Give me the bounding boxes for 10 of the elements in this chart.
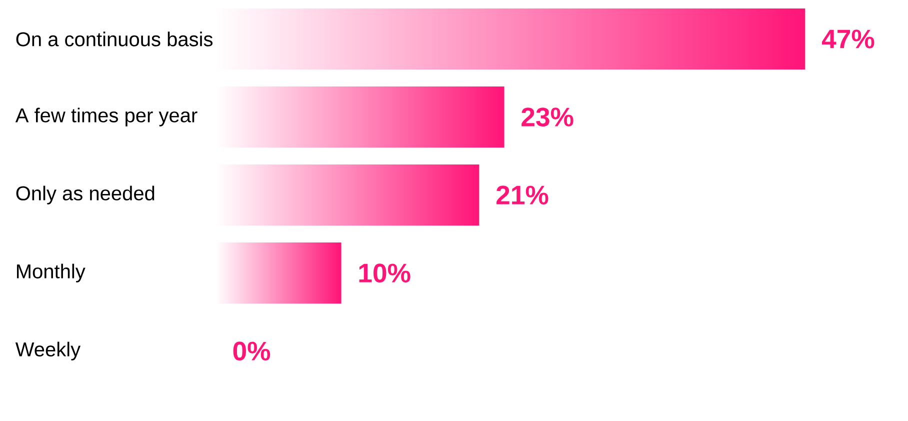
data-label: 0% xyxy=(233,342,270,360)
y-tick-label: Only as needed xyxy=(16,186,154,204)
data-label: 10% xyxy=(359,263,410,282)
y-tick-label: On a continuous basis xyxy=(16,32,212,46)
y-tick-label: Monthly xyxy=(17,264,86,282)
data-label: 21% xyxy=(496,186,548,204)
y-tick-label: A few times per year xyxy=(15,108,198,126)
data-label: 23% xyxy=(522,107,574,126)
data-label: 47% xyxy=(822,29,874,48)
y-tick-label: Weekly xyxy=(15,342,81,360)
